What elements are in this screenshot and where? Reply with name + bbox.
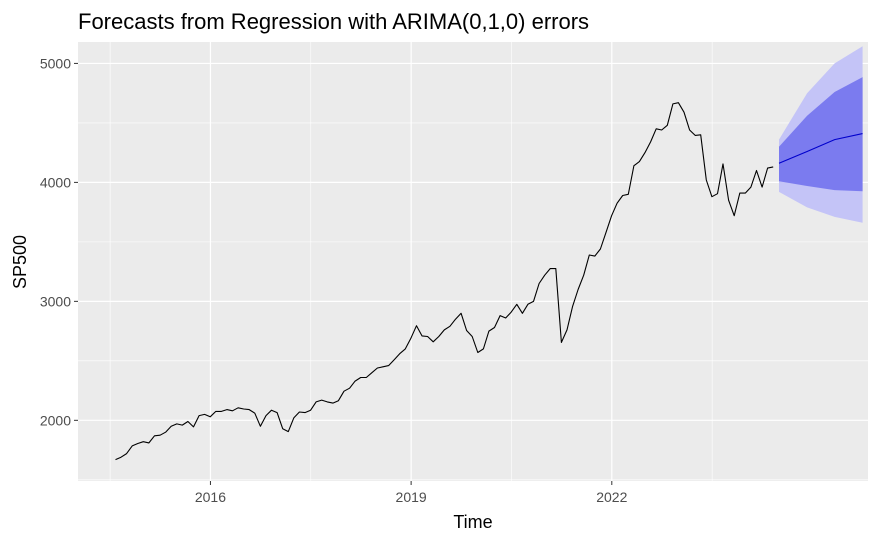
x-tick-label-0: 2016 [195, 489, 226, 505]
x-tick-label-1: 2019 [396, 489, 427, 505]
prediction-interval-80 [779, 77, 863, 192]
y-axis: 2000 3000 4000 5000 [40, 55, 78, 428]
x-axis: 2016 2019 2022 [195, 481, 628, 505]
grid-major-lines [78, 42, 868, 481]
forecast-mean-series [778, 133, 863, 164]
forecast-mean-line [778, 133, 863, 164]
y-axis-title: SP500 [10, 235, 30, 289]
grid-minor-lines [78, 42, 868, 481]
y-tick-label-3: 5000 [40, 55, 71, 71]
x-axis-title: Time [453, 512, 492, 532]
x-tick-label-2: 2022 [596, 489, 627, 505]
history-series [115, 102, 774, 461]
pi80-band [779, 77, 863, 192]
y-tick-label-1: 3000 [40, 293, 71, 309]
y-tick-label-2: 4000 [40, 174, 71, 190]
history-line [115, 102, 774, 461]
plot-panel [78, 42, 868, 481]
y-tick-label-0: 2000 [40, 412, 71, 428]
chart-title: Forecasts from Regression with ARIMA(0,1… [78, 9, 589, 34]
